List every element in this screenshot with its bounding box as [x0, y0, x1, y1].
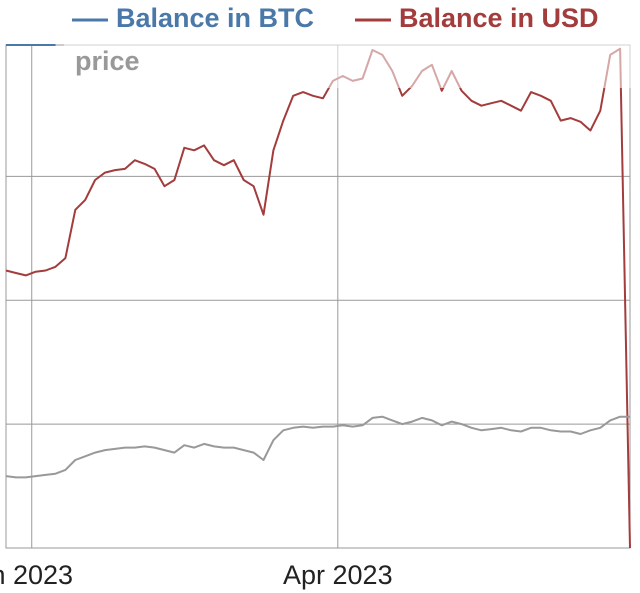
x-tick-label: n 2023 [0, 560, 73, 590]
line-series [5, 415, 630, 479]
x-tick-label: Apr 2023 [283, 560, 393, 590]
legend-label: Balance in BTC [116, 3, 314, 33]
legend-backing [64, 0, 640, 88]
legend-label: Balance in USD [399, 3, 599, 33]
legend-label: price [75, 46, 140, 76]
line-series [5, 47, 631, 549]
plot-frame [5, 44, 631, 549]
